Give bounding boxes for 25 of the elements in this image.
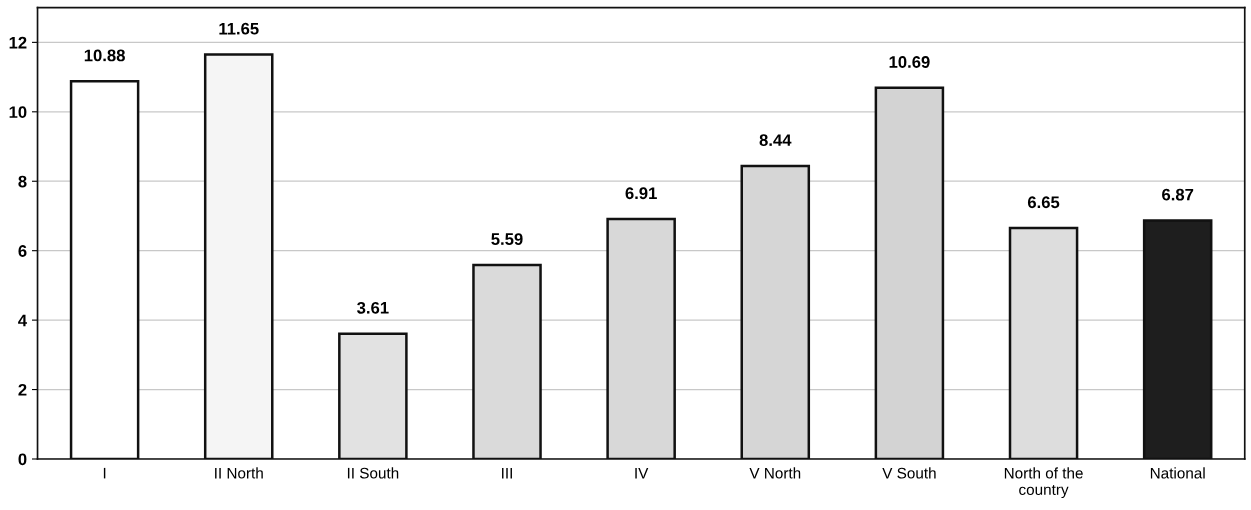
- x-tick-label: V North: [749, 467, 801, 479]
- x-tick-label: I: [103, 467, 106, 479]
- x-tick-label: National: [1150, 467, 1205, 479]
- x-tick-label: II South: [347, 467, 399, 479]
- data-label: 3.61: [357, 301, 389, 314]
- y-tick-label: 8: [18, 175, 27, 188]
- data-label: 6.91: [625, 187, 657, 200]
- x-tick-label: V South: [882, 467, 936, 479]
- x-tick-label: North of the country: [1004, 467, 1083, 499]
- data-label: 6.87: [1162, 188, 1194, 201]
- data-label: 10.88: [84, 49, 125, 62]
- y-tick-label: 0: [18, 453, 27, 466]
- y-tick-label: 2: [18, 383, 27, 396]
- data-label: 5.59: [491, 233, 523, 245]
- y-tick-label: 4: [18, 314, 28, 327]
- y-tick-label: 6: [18, 245, 27, 257]
- x-tick-label: III: [502, 467, 512, 479]
- data-label: 10.69: [889, 56, 930, 68]
- data-label: 8.44: [759, 134, 792, 147]
- x-tick-label: IV: [635, 467, 649, 479]
- x-tick-label: II North: [215, 467, 263, 479]
- data-label: 6.65: [1027, 196, 1060, 209]
- y-tick-label: 10: [9, 106, 27, 119]
- data-label: 11.65: [219, 22, 259, 35]
- y-tick-label: 12: [9, 36, 27, 49]
